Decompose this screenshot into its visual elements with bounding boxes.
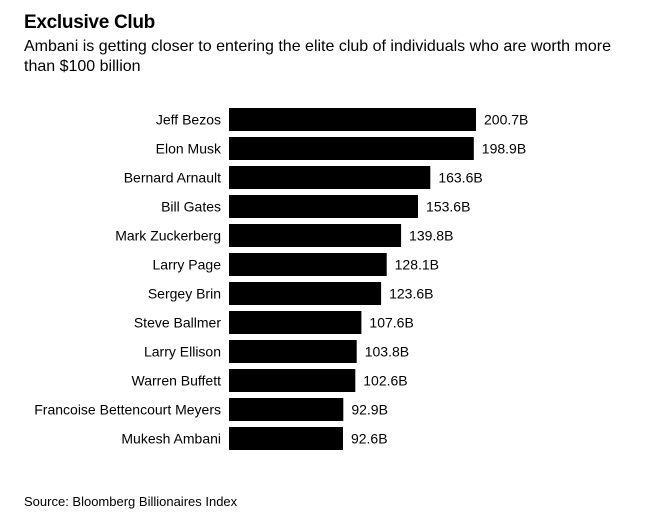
chart-title: Exclusive Club <box>24 12 155 33</box>
value-label: 198.9B <box>482 141 526 157</box>
value-label: 123.6B <box>389 286 433 302</box>
bar <box>229 340 357 363</box>
category-label: Mark Zuckerberg <box>115 228 221 244</box>
category-label: Larry Page <box>153 257 222 273</box>
bar <box>229 427 343 450</box>
value-label: 128.1B <box>395 257 439 273</box>
category-label: Mukesh Ambani <box>121 431 221 447</box>
bar <box>229 398 344 421</box>
value-label: 92.6B <box>351 431 388 447</box>
value-label: 107.6B <box>369 315 413 331</box>
bar <box>229 224 402 247</box>
bar <box>229 166 431 189</box>
category-label: Jeff Bezos <box>156 112 221 128</box>
bar <box>229 253 387 276</box>
category-label: Sergey Brin <box>148 286 221 302</box>
bar <box>229 311 362 334</box>
category-label: Elon Musk <box>156 141 222 157</box>
value-label: 163.6B <box>438 170 482 186</box>
bar <box>229 282 382 305</box>
value-label: 102.6B <box>363 373 407 389</box>
bar <box>229 195 418 218</box>
source-note: Source: Bloomberg Billionaires Index <box>24 494 238 509</box>
category-label: Steve Ballmer <box>134 315 221 331</box>
value-label: 200.7B <box>484 112 528 128</box>
bar <box>229 108 476 131</box>
value-label: 153.6B <box>426 199 470 215</box>
category-label: Bill Gates <box>161 199 221 215</box>
value-label: 92.9B <box>351 402 388 418</box>
category-label: Warren Buffett <box>132 373 222 389</box>
category-label: Larry Ellison <box>144 344 221 360</box>
chart-subtitle: Ambani is getting closer to entering the… <box>24 38 611 75</box>
category-label: Bernard Arnault <box>124 170 221 186</box>
value-label: 139.8B <box>409 228 453 244</box>
bar <box>229 369 356 392</box>
value-label: 103.8B <box>365 344 409 360</box>
bar <box>229 137 474 160</box>
category-label: Francoise Bettencourt Meyers <box>34 402 221 418</box>
